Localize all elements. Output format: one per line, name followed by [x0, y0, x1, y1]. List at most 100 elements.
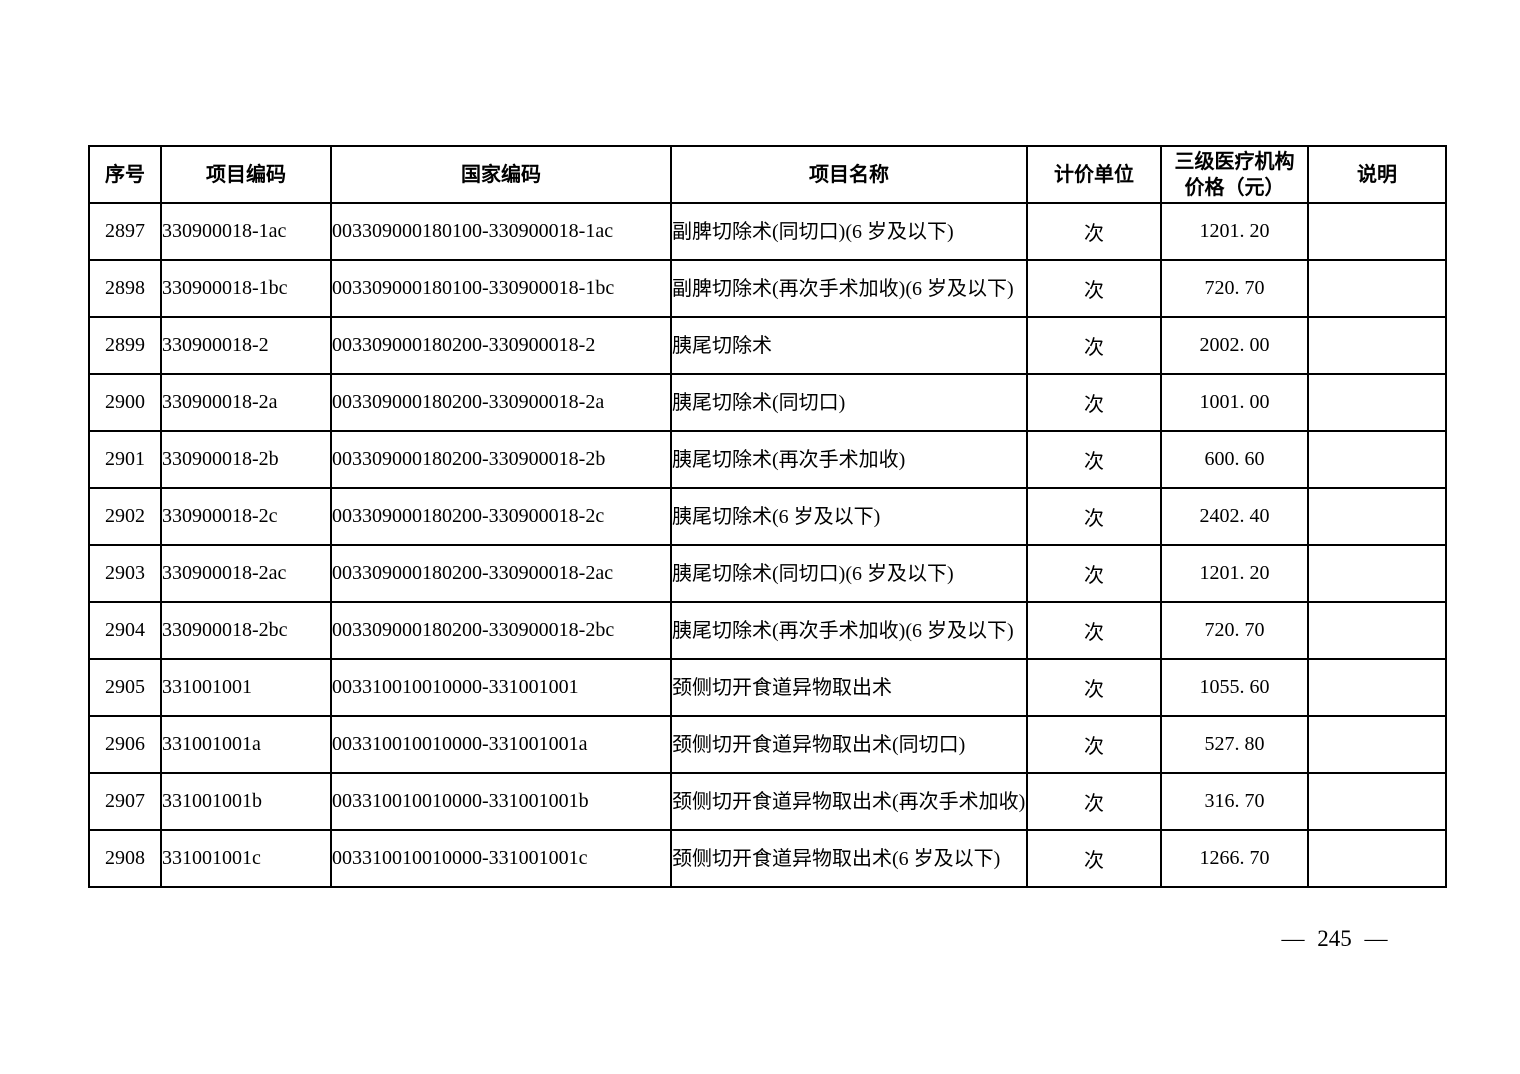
header-item-code: 项目编码	[160, 145, 332, 204]
header-row: 序号 项目编码 国家编码 项目名称 计价单位 三级医疗机构 价格（元） 说明	[88, 145, 1447, 204]
item-name-cell: 副脾切除术(同切口)(6 岁及以下)	[670, 202, 1028, 261]
table-row: 2903 330900018-2ac 003309000180200-3309000…	[88, 544, 1447, 603]
note-cell	[1307, 373, 1447, 432]
seq-cell: 2899	[88, 316, 162, 375]
seq-cell: 2906	[88, 715, 162, 774]
item-code-cell: 330900018-2a	[160, 373, 332, 432]
seq-cell: 2901	[88, 430, 162, 489]
national-code-cell: 003309000180200-330900018-2bc	[330, 601, 672, 660]
note-cell	[1307, 658, 1447, 717]
price-cell: 2402. 40	[1160, 487, 1309, 546]
price-cell: 1055. 60	[1160, 658, 1309, 717]
seq-cell: 2900	[88, 373, 162, 432]
price-cell: 1001. 00	[1160, 373, 1309, 432]
note-cell	[1307, 715, 1447, 774]
price-cell: 527. 80	[1160, 715, 1309, 774]
unit-cell: 次	[1026, 373, 1162, 432]
price-cell: 316. 70	[1160, 772, 1309, 831]
national-code-cell: 003309000180100-330900018-1bc	[330, 259, 672, 318]
national-code-cell: 003309000180200-330900018-2ac	[330, 544, 672, 603]
unit-cell: 次	[1026, 316, 1162, 375]
item-code-cell: 331001001	[160, 658, 332, 717]
note-cell	[1307, 202, 1447, 261]
national-code-cell: 003309000180200-330900018-2	[330, 316, 672, 375]
seq-cell: 2902	[88, 487, 162, 546]
table-row: 2904 330900018-2bc 003309000180200-3309000…	[88, 601, 1447, 660]
page-number: — 245 —	[1281, 926, 1388, 951]
table-row: 2908 331001001c 003310010010000-331001001c…	[88, 829, 1447, 888]
item-code-cell: 330900018-2	[160, 316, 332, 375]
item-code-cell: 330900018-2b	[160, 430, 332, 489]
header-price-line2: 价格（元）	[1184, 176, 1285, 199]
table-row: 2897 330900018-1ac 003309000180100-3309000…	[88, 202, 1447, 261]
national-code-cell: 003309000180200-330900018-2a	[330, 373, 672, 432]
header-price: 三级医疗机构 价格（元）	[1160, 145, 1309, 204]
note-cell	[1307, 259, 1447, 318]
price-cell: 1201. 20	[1160, 544, 1309, 603]
national-code-cell: 003310010010000-331001001a	[330, 715, 672, 774]
national-code-cell: 003310010010000-331001001	[330, 658, 672, 717]
national-code-cell: 003309000180200-330900018-2c	[330, 487, 672, 546]
unit-cell: 次	[1026, 430, 1162, 489]
item-code-cell: 331001001c	[160, 829, 332, 888]
note-cell	[1307, 430, 1447, 489]
note-cell	[1307, 487, 1447, 546]
table-row: 2905 331001001 003310010010000-331001001 颈侧…	[88, 658, 1447, 717]
item-code-cell: 330900018-2ac	[160, 544, 332, 603]
table-row: 2907 331001001b 003310010010000-331001001b…	[88, 772, 1447, 831]
table-row: 2898 330900018-1bc 003309000180100-3309000…	[88, 259, 1447, 318]
item-code-cell: 330900018-1ac	[160, 202, 332, 261]
item-name-cell: 颈侧切开食道异物取出术(同切口)	[670, 715, 1028, 774]
seq-cell: 2904	[88, 601, 162, 660]
table-row: 2906 331001001a 003310010010000-331001001a…	[88, 715, 1447, 774]
unit-cell: 次	[1026, 601, 1162, 660]
price-cell: 720. 70	[1160, 259, 1309, 318]
note-cell	[1307, 544, 1447, 603]
item-name-cell: 胰尾切除术(同切口)	[670, 373, 1028, 432]
item-name-cell: 胰尾切除术(同切口)(6 岁及以下)	[670, 544, 1028, 603]
price-cell: 1201. 20	[1160, 202, 1309, 261]
unit-cell: 次	[1026, 544, 1162, 603]
item-name-cell: 副脾切除术(再次手术加收)(6 岁及以下)	[670, 259, 1028, 318]
seq-cell: 2907	[88, 772, 162, 831]
item-code-cell: 330900018-1bc	[160, 259, 332, 318]
seq-cell: 2898	[88, 259, 162, 318]
header-national-code: 国家编码	[330, 145, 672, 204]
national-code-cell: 003310010010000-331001001c	[330, 829, 672, 888]
header-note: 说明	[1307, 145, 1447, 204]
note-cell	[1307, 772, 1447, 831]
item-name-cell: 胰尾切除术(再次手术加收)(6 岁及以下)	[670, 601, 1028, 660]
price-cell: 720. 70	[1160, 601, 1309, 660]
unit-cell: 次	[1026, 829, 1162, 888]
seq-cell: 2908	[88, 829, 162, 888]
item-code-cell: 331001001b	[160, 772, 332, 831]
seq-cell: 2905	[88, 658, 162, 717]
item-name-cell: 颈侧切开食道异物取出术(6 岁及以下)	[670, 829, 1028, 888]
item-name-cell: 颈侧切开食道异物取出术	[670, 658, 1028, 717]
item-name-cell: 胰尾切除术	[670, 316, 1028, 375]
national-code-cell: 003309000180200-330900018-2b	[330, 430, 672, 489]
price-cell: 600. 60	[1160, 430, 1309, 489]
header-item-name: 项目名称	[670, 145, 1028, 204]
unit-cell: 次	[1026, 658, 1162, 717]
header-unit: 计价单位	[1026, 145, 1162, 204]
item-name-cell: 胰尾切除术(再次手术加收)	[670, 430, 1028, 489]
item-name-cell: 胰尾切除术(6 岁及以下)	[670, 487, 1028, 546]
price-table: 序号 项目编码 国家编码 项目名称 计价单位 三级医疗机构 价格（元） 说明 2…	[88, 145, 1447, 888]
table-row: 2900 330900018-2a 003309000180200-33090001…	[88, 373, 1447, 432]
national-code-cell: 003309000180100-330900018-1ac	[330, 202, 672, 261]
note-cell	[1307, 829, 1447, 888]
note-cell	[1307, 316, 1447, 375]
unit-cell: 次	[1026, 487, 1162, 546]
seq-cell: 2897	[88, 202, 162, 261]
table-row: 2899 330900018-2 003309000180200-330900018…	[88, 316, 1447, 375]
item-code-cell: 330900018-2c	[160, 487, 332, 546]
table-body: 2897 330900018-1ac 003309000180100-3309000…	[88, 202, 1447, 888]
unit-cell: 次	[1026, 202, 1162, 261]
unit-cell: 次	[1026, 772, 1162, 831]
unit-cell: 次	[1026, 259, 1162, 318]
header-seq: 序号	[88, 145, 162, 204]
header-price-line1: 三级医疗机构	[1174, 150, 1295, 173]
seq-cell: 2903	[88, 544, 162, 603]
